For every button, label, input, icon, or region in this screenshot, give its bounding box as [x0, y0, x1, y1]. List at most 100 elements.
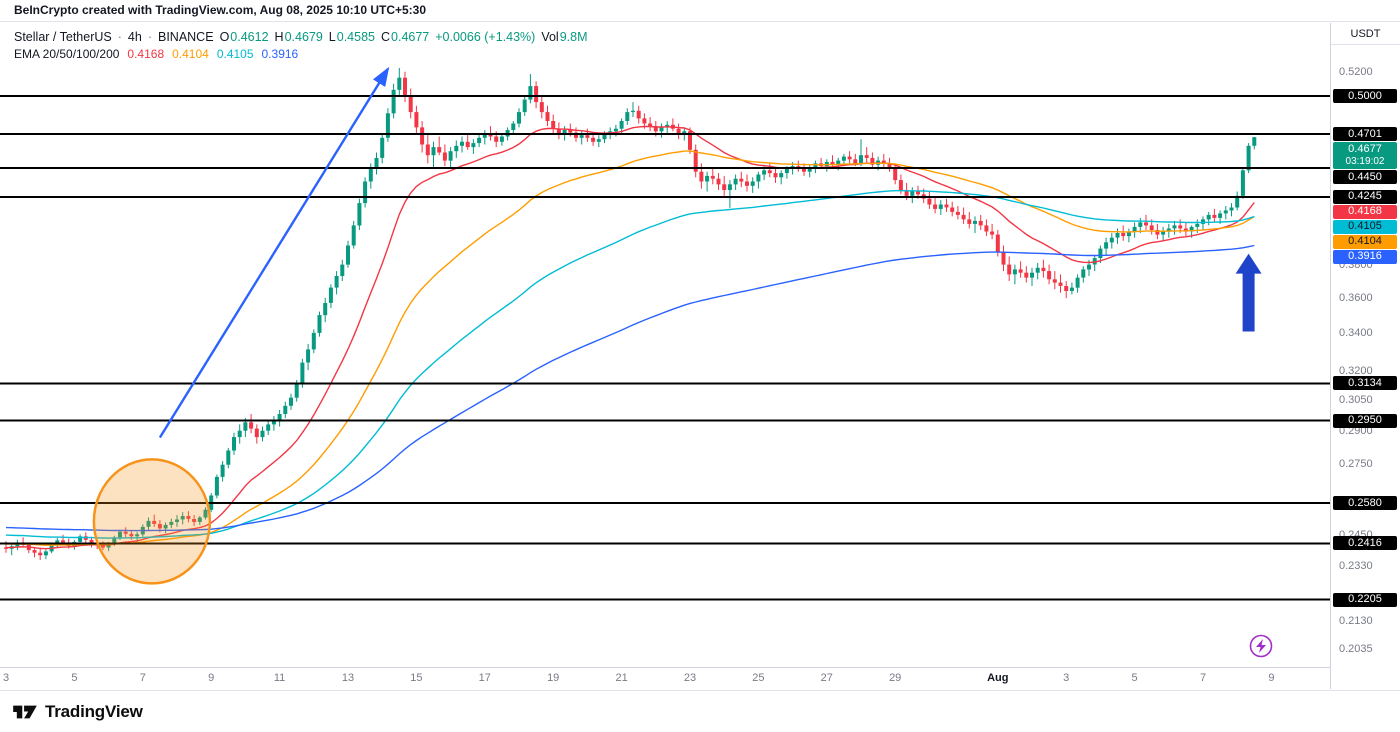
- candle-body: [460, 141, 464, 146]
- candle-body: [175, 519, 179, 522]
- candle-body: [585, 135, 590, 138]
- symbol-title[interactable]: Stellar / TetherUS: [14, 30, 112, 44]
- candle-body: [1138, 222, 1143, 227]
- candle-body: [300, 362, 305, 384]
- candle-body: [596, 139, 601, 142]
- candle-body: [1001, 251, 1006, 265]
- candle-body: [1030, 272, 1034, 278]
- chart-area[interactable]: Stellar / TetherUS · 4h · BINANCE O 0.461…: [0, 23, 1330, 667]
- candle-body: [43, 551, 48, 556]
- candle-body: [802, 168, 806, 172]
- candle-body: [1018, 269, 1023, 273]
- change-value: +0.0066 (+1.43%): [435, 30, 536, 44]
- candle-body: [853, 159, 858, 164]
- separator-dot: ·: [117, 30, 122, 44]
- candle-body: [1229, 207, 1234, 211]
- candle-body: [1172, 225, 1177, 229]
- candle-body: [722, 184, 727, 190]
- candle-body: [1126, 231, 1131, 237]
- candle-body: [135, 534, 140, 537]
- accumulation-highlight-ellipse: [92, 458, 212, 585]
- price-badge: 0.4105: [1333, 219, 1397, 234]
- chart-canvas[interactable]: [0, 23, 1330, 667]
- price-badge: 0.4245: [1333, 189, 1397, 204]
- candle-body: [784, 168, 789, 174]
- candle-body: [129, 533, 134, 537]
- candle-body: [1246, 145, 1251, 171]
- candle-body: [448, 151, 453, 161]
- candle-body: [180, 516, 185, 520]
- candle-body: [648, 123, 653, 127]
- candle-body: [237, 430, 242, 438]
- candle-body: [619, 121, 624, 129]
- candle-body: [534, 86, 539, 102]
- candle-body: [357, 203, 362, 226]
- time-tick: 25: [752, 672, 765, 684]
- price-tick: 0.2330: [1339, 559, 1373, 572]
- candle-body: [1121, 233, 1126, 237]
- candle-body: [682, 131, 687, 134]
- price-tick: 0.2035: [1339, 642, 1373, 655]
- candle-body: [1212, 214, 1217, 218]
- ema-100-line: [5, 190, 1255, 539]
- candle-body: [591, 137, 596, 142]
- price-tick: 0.5200: [1339, 66, 1373, 78]
- candle-body: [756, 174, 761, 182]
- candle-body: [152, 520, 157, 524]
- candle-body: [465, 141, 470, 148]
- candle-body: [938, 204, 943, 209]
- close-value: C 0.4677: [380, 30, 430, 44]
- ema-legend-values: 0.4168 0.4104 0.4105 0.3916: [127, 47, 298, 61]
- price-tick: 0.3400: [1339, 327, 1373, 340]
- price-badge: 0.5000: [1333, 89, 1397, 104]
- price-badge: 0.4450: [1333, 170, 1397, 185]
- candle-body: [397, 77, 402, 90]
- candle-body: [249, 422, 254, 429]
- tradingview-logo[interactable]: TradingView: [12, 702, 143, 722]
- price-axis[interactable]: USDT 0.5200 0.3800 0.3600 0.3400 0.3200 0.305…: [1330, 23, 1400, 689]
- candle-body: [716, 178, 721, 185]
- current-price-badge: 0.4677 03:19:02: [1333, 142, 1397, 170]
- candle-body: [1240, 170, 1245, 196]
- time-tick: 7: [139, 672, 146, 684]
- candle-body: [163, 524, 168, 529]
- candle-body: [710, 175, 715, 179]
- ema-200-line: [5, 244, 1255, 532]
- candle-body: [380, 137, 385, 158]
- footer: TradingView: [0, 690, 1400, 732]
- exchange-label[interactable]: BINANCE: [157, 30, 214, 44]
- candle-body: [961, 214, 966, 220]
- candle-body: [522, 99, 527, 113]
- candle-body: [813, 163, 818, 168]
- candle-body: [984, 225, 989, 232]
- time-tick: 19: [547, 672, 560, 684]
- candle-body: [841, 156, 846, 161]
- interval-label[interactable]: 4h: [127, 30, 142, 44]
- candle-body: [351, 225, 356, 246]
- candle-body: [197, 517, 202, 522]
- currency-label: USDT: [1331, 23, 1400, 45]
- candle-body: [1012, 269, 1017, 275]
- candle-body: [32, 550, 37, 553]
- price-badge: 0.3916: [1333, 249, 1397, 264]
- high-value: H 0.4679: [274, 30, 323, 44]
- candle-body: [1081, 269, 1086, 278]
- ema-indicator-label[interactable]: EMA 20/50/100/200: [14, 47, 120, 61]
- candle-body: [659, 127, 664, 132]
- candle-body: [488, 133, 493, 137]
- candle-body: [431, 147, 436, 156]
- price-badge: 0.2580: [1333, 496, 1397, 511]
- attribution-bar: BeInCrypto created with TradingView.com,…: [0, 0, 1400, 22]
- volume-value: Vol 9.8M: [541, 30, 588, 44]
- candle-body: [705, 175, 710, 182]
- candle-body: [260, 430, 265, 438]
- candle-body: [517, 112, 521, 124]
- price-tick: 0.3600: [1339, 292, 1373, 305]
- time-axis[interactable]: 3 5 7 9 11 13 15 17 19 21 23 25 27 29 Aug 3 5 7 9: [0, 667, 1330, 689]
- candle-body: [1144, 222, 1148, 226]
- price-badge: 0.4104: [1333, 234, 1397, 249]
- time-tick: 15: [410, 672, 423, 684]
- candle-body: [1075, 277, 1080, 288]
- candle-body: [773, 173, 778, 178]
- candle-body: [1218, 213, 1223, 218]
